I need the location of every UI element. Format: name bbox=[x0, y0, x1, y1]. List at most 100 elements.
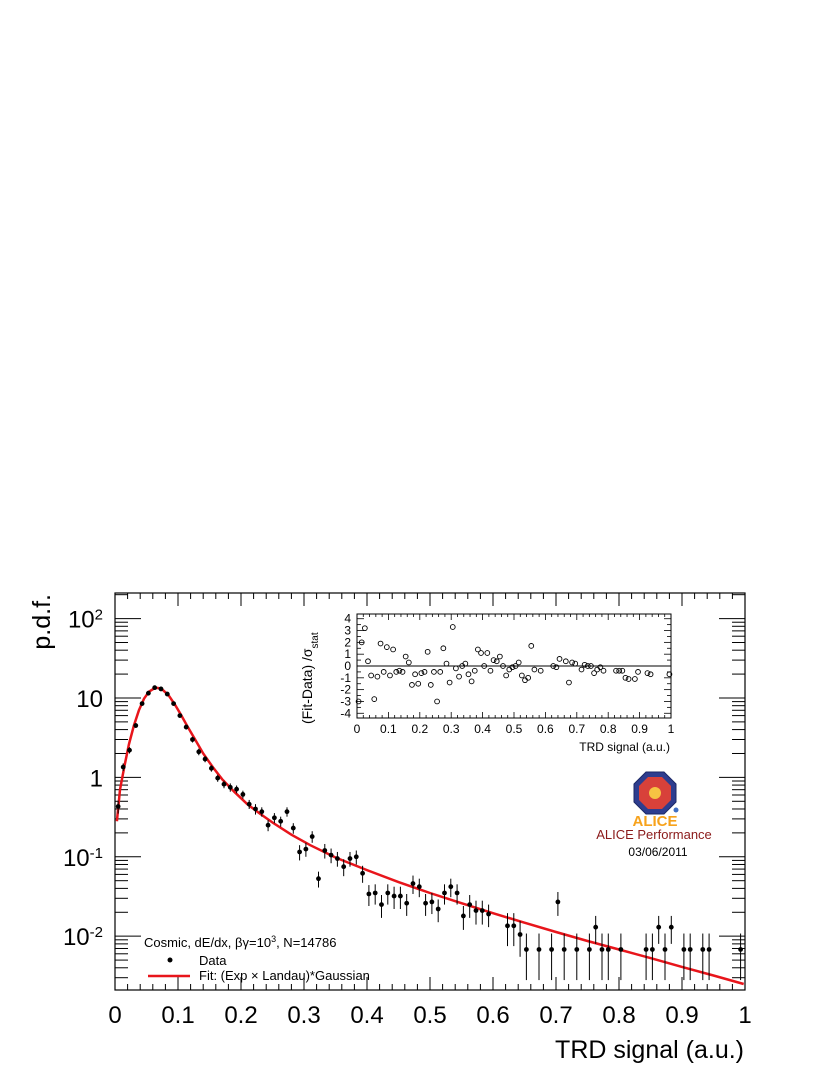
data-point bbox=[429, 899, 435, 905]
data-point bbox=[341, 864, 347, 870]
residual-point bbox=[518, 672, 525, 679]
data-point bbox=[360, 870, 365, 876]
legend-entry-fit: Fit: (Exp × Landau)*Gaussian bbox=[199, 968, 370, 983]
residual-point bbox=[409, 682, 415, 688]
x-tick-label: 0.7 bbox=[539, 1002, 572, 1029]
residual-point bbox=[556, 656, 563, 662]
data-point bbox=[460, 913, 466, 919]
residual-point bbox=[383, 644, 390, 650]
data-point bbox=[145, 690, 151, 696]
residual-point bbox=[512, 663, 519, 669]
data-point bbox=[234, 786, 239, 792]
x-tick-label: 0.4 bbox=[350, 1002, 383, 1029]
data-point bbox=[687, 947, 693, 952]
residual-point bbox=[443, 660, 450, 667]
residual-point bbox=[497, 653, 503, 660]
residual-point bbox=[465, 671, 472, 678]
data-point bbox=[316, 876, 321, 882]
residual-point bbox=[415, 680, 422, 687]
data-point bbox=[448, 884, 454, 890]
residual-point bbox=[390, 646, 396, 653]
residual-point bbox=[581, 661, 588, 668]
data-point bbox=[385, 890, 391, 896]
data-point bbox=[133, 723, 139, 728]
data-point bbox=[171, 701, 176, 706]
residual-point bbox=[418, 670, 425, 676]
data-point bbox=[555, 899, 561, 905]
inset-y-tick-label: 3 bbox=[344, 624, 351, 638]
residual-point bbox=[478, 650, 484, 656]
data-point bbox=[309, 834, 315, 839]
data-point bbox=[152, 685, 158, 691]
residual-point bbox=[475, 646, 481, 653]
residual-point bbox=[625, 676, 632, 682]
residual-point bbox=[616, 667, 623, 674]
data-point bbox=[561, 947, 567, 952]
residual-point bbox=[503, 672, 510, 679]
alice-logo: ALICE ALICE Performance 03/06/2011 bbox=[596, 771, 712, 859]
data-point bbox=[486, 911, 491, 917]
inset-y-tick-label: 0 bbox=[344, 659, 351, 673]
y-tick-label: 10-2 bbox=[63, 924, 103, 952]
inset-x-tick-label: 0.3 bbox=[443, 722, 460, 736]
inset-x-tick-label: 0.2 bbox=[411, 722, 428, 736]
inset-y-tick-label: -1 bbox=[340, 671, 351, 685]
residual-point bbox=[481, 663, 488, 669]
y-axis-label: p.d.f. bbox=[28, 594, 56, 650]
data-point bbox=[416, 884, 422, 890]
residual-point bbox=[471, 667, 478, 674]
inset-y-tick-label: -2 bbox=[340, 683, 351, 697]
residual-point bbox=[622, 674, 629, 681]
residual-point bbox=[490, 657, 497, 663]
data-point bbox=[208, 765, 214, 771]
y-tick-label: 10-1 bbox=[63, 844, 103, 872]
data-point bbox=[278, 818, 284, 824]
inset-x-tick-label: 0 bbox=[354, 722, 361, 736]
data-point bbox=[423, 900, 428, 906]
data-point bbox=[372, 890, 378, 896]
data-point bbox=[221, 781, 227, 787]
data-point bbox=[334, 856, 340, 861]
data-point bbox=[202, 756, 208, 762]
data-point bbox=[259, 809, 265, 815]
data-point bbox=[115, 804, 121, 809]
residual-point bbox=[399, 669, 406, 675]
data-point bbox=[517, 932, 523, 937]
inset-x-tick-label: 0.8 bbox=[600, 722, 617, 736]
data-point bbox=[347, 856, 353, 861]
data-point bbox=[549, 947, 554, 952]
residual-point bbox=[468, 678, 475, 685]
residual-point bbox=[362, 625, 368, 632]
legend: Cosmic, dE/dx, βγ=103, N=14786 Data Fit:… bbox=[144, 934, 370, 983]
residual-point bbox=[531, 666, 538, 673]
legend-header: Cosmic, dE/dx, βγ=103, N=14786 bbox=[144, 934, 336, 950]
residual-point bbox=[584, 663, 591, 669]
data-point bbox=[290, 825, 296, 831]
residual-point bbox=[424, 648, 431, 655]
residual-point bbox=[380, 669, 387, 675]
alice-logo-text: ALICE bbox=[633, 813, 678, 830]
residual-point bbox=[437, 669, 444, 675]
residual-point bbox=[569, 659, 575, 666]
data-point bbox=[158, 686, 164, 692]
residual-point bbox=[635, 669, 641, 675]
data-point bbox=[618, 947, 624, 952]
x-tick-label: 0.9 bbox=[665, 1002, 698, 1029]
data-point bbox=[505, 923, 510, 929]
residual-point bbox=[500, 663, 506, 669]
main-plot-area: 0 0.1 0.2 0.3 0.4 0.5 0.6 0.7 0.8 0.9 110-210-1110… bbox=[63, 592, 752, 1029]
residual-point bbox=[619, 667, 626, 674]
data-point bbox=[196, 749, 202, 755]
residual-point bbox=[358, 639, 365, 646]
residual-point bbox=[553, 664, 560, 671]
data-point bbox=[177, 713, 183, 718]
inset-y-tick-label: 2 bbox=[344, 635, 351, 649]
residual-point bbox=[365, 658, 371, 665]
data-point bbox=[215, 775, 221, 781]
residual-point bbox=[550, 663, 557, 669]
data-point bbox=[353, 854, 359, 860]
performance-date: 03/06/2011 bbox=[628, 845, 687, 859]
residual-point bbox=[515, 659, 522, 666]
data-point bbox=[586, 947, 592, 952]
